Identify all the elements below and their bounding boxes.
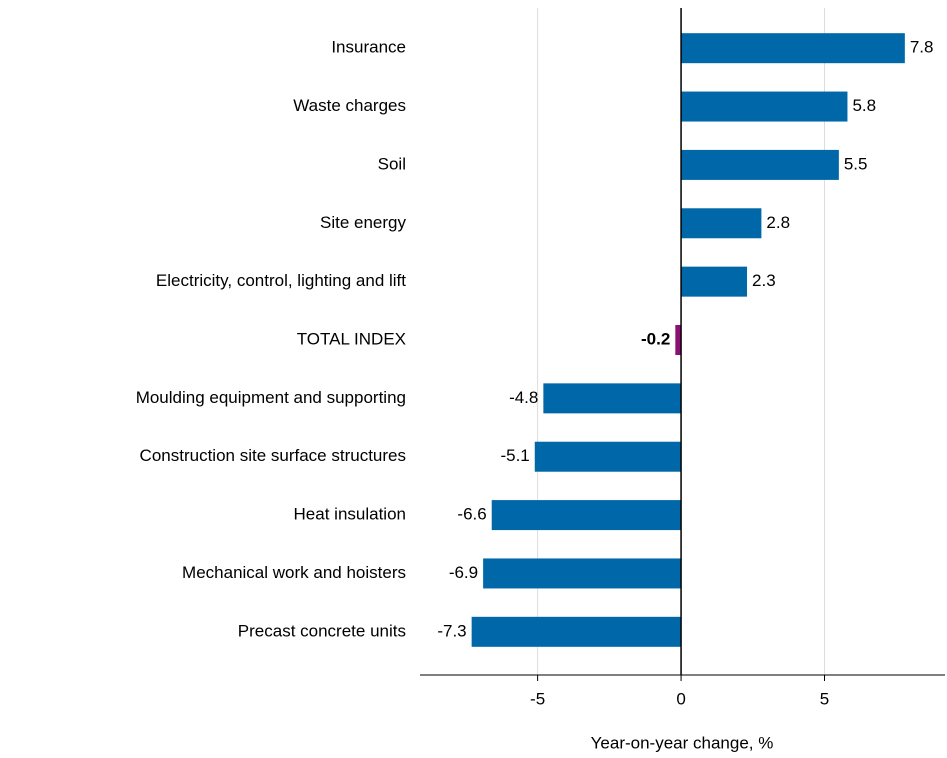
value-label: -4.8 xyxy=(509,388,538,407)
bar xyxy=(681,33,905,64)
y-tick-label: Soil xyxy=(378,154,406,173)
x-tick-label: -5 xyxy=(530,689,545,708)
value-label: -6.9 xyxy=(449,563,478,582)
y-tick-label: Moulding equipment and supporting xyxy=(136,388,406,407)
bar xyxy=(681,266,748,297)
value-label: 2.3 xyxy=(752,271,776,290)
bar xyxy=(491,500,682,531)
bar xyxy=(681,208,762,239)
value-label: 7.8 xyxy=(910,38,934,57)
x-axis-title: Year-on-year change, % xyxy=(591,733,774,752)
value-label: -7.3 xyxy=(437,621,466,640)
value-label: -6.6 xyxy=(457,505,486,524)
value-label: 5.8 xyxy=(852,96,876,115)
y-tick-label: TOTAL INDEX xyxy=(297,329,406,348)
y-tick-label: Waste charges xyxy=(293,96,406,115)
value-label: -5.1 xyxy=(500,446,529,465)
bar xyxy=(534,441,682,472)
x-tick-label: 5 xyxy=(820,689,829,708)
y-tick-label: Insurance xyxy=(331,38,406,57)
bar xyxy=(681,91,848,122)
y-tick-label: Precast concrete units xyxy=(238,621,406,640)
y-tick-label: Construction site surface structures xyxy=(140,446,406,465)
y-tick-label: Electricity, control, lighting and lift xyxy=(156,271,406,290)
value-label: -0.2 xyxy=(641,329,670,348)
x-tick-label: 0 xyxy=(676,689,685,708)
bar xyxy=(483,558,682,589)
y-tick-label: Site energy xyxy=(320,213,406,232)
y-tick-label: Heat insulation xyxy=(294,505,406,524)
value-label: 2.8 xyxy=(766,213,790,232)
bar xyxy=(471,616,682,647)
y-tick-label: Mechanical work and hoisters xyxy=(182,563,406,582)
bar xyxy=(543,383,682,414)
bar xyxy=(675,325,682,355)
bar xyxy=(681,149,839,180)
value-label: 5.5 xyxy=(844,154,868,173)
